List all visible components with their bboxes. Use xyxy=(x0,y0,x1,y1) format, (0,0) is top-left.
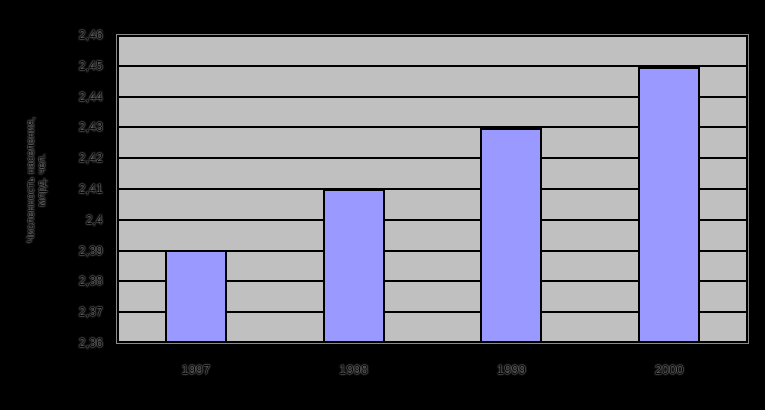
gridline xyxy=(119,95,746,98)
gridline xyxy=(119,218,746,221)
y-tick-label: 2,37 xyxy=(78,305,103,320)
y-tick-label: 2,46 xyxy=(78,28,103,42)
x-tick-label: 1998 xyxy=(339,362,369,377)
gridline xyxy=(119,188,746,190)
x-tick-label: 2000 xyxy=(654,362,684,377)
y-tick-label: 2,4 xyxy=(85,212,103,227)
y-tick-label: 2,36 xyxy=(78,336,103,350)
plot-area xyxy=(117,35,748,343)
y-tick-label: 2,44 xyxy=(78,89,103,104)
bar-2000 xyxy=(638,67,701,341)
y-tick-label: 2,38 xyxy=(78,274,103,289)
bar-1999 xyxy=(480,128,543,341)
gridline xyxy=(119,64,746,67)
gridline xyxy=(119,126,746,129)
bar-1998 xyxy=(322,189,385,341)
y-tick-label: 2,42 xyxy=(78,151,103,166)
gridline xyxy=(119,157,746,160)
gridline xyxy=(119,249,746,252)
gridline xyxy=(119,280,746,283)
y-tick-label: 2,41 xyxy=(78,182,103,196)
bar-1997 xyxy=(164,249,227,341)
y-tick-label: 2,39 xyxy=(78,243,103,258)
y-tick-label: 2,43 xyxy=(78,120,103,135)
y-tick-label: 2,45 xyxy=(78,58,103,73)
x-tick-label: 1997 xyxy=(181,362,211,377)
x-tick-label: 1999 xyxy=(496,362,526,377)
gridline xyxy=(119,311,746,314)
